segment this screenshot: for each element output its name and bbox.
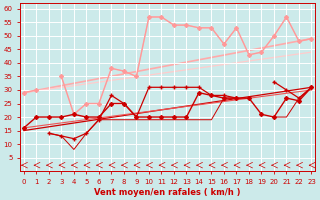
X-axis label: Vent moyen/en rafales ( km/h ): Vent moyen/en rafales ( km/h ): [94, 188, 241, 197]
